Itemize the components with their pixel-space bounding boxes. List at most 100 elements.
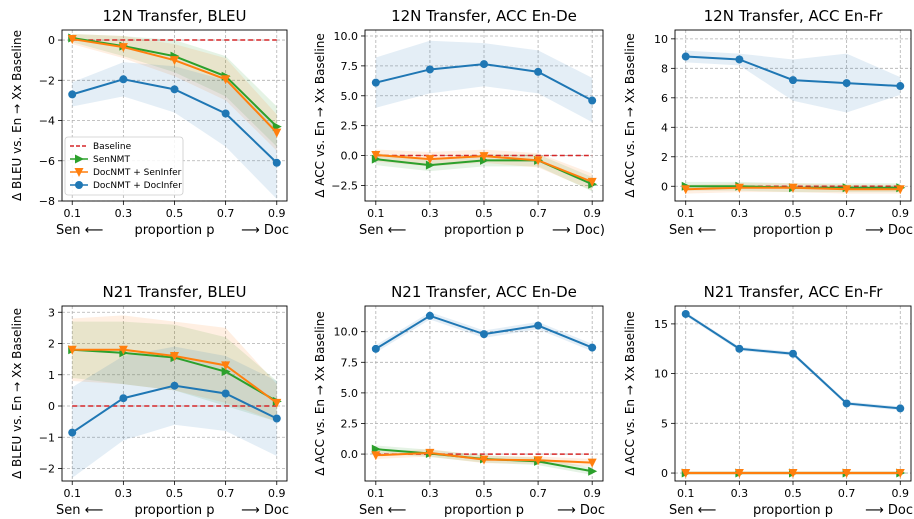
x-axis-label-center: proportion p [134, 223, 214, 238]
point-docnmt-seninfer [425, 448, 435, 458]
legend-label: SenNMT [93, 155, 130, 165]
point-docnmt-docinfer [842, 399, 851, 408]
band-docnmt-docinfer [72, 62, 277, 199]
y-tick-label: 15 [654, 318, 668, 331]
point-docnmt-seninfer [170, 352, 179, 361]
point-docnmt-seninfer [587, 177, 597, 187]
point-docnmt-seninfer [272, 128, 282, 138]
legend-marker [75, 154, 84, 164]
x-axis-label-left: Sen ⟵ [56, 223, 103, 238]
x-axis-label-center: proportion p [444, 223, 524, 238]
point-docnmt-seninfer [681, 469, 691, 479]
point-docnmt-seninfer [895, 185, 905, 195]
y-tick-label: 4 [661, 121, 668, 134]
x-axis-label-left: Sen ⟵ [56, 503, 103, 518]
x-tick-label: 0.5 [475, 207, 493, 220]
chart-panel-1: 0.1 0.3 0.5 0.7 0.9 0 −2 −4 −6 −8 12N Transfer, BL… [10, 7, 289, 238]
x-axis-label-center: proportion p [753, 223, 833, 238]
chart-panel-6: 0.1 0.3 0.5 0.7 0.9 15 10 5 0 N21 Transfer, ACC E… [623, 283, 913, 518]
point-docnmt-docinfer [789, 76, 797, 85]
point-sennmt [371, 154, 381, 164]
chart-title: 12N Transfer, BLEU [102, 7, 246, 25]
y-tick-label: 3 [48, 306, 55, 319]
point-docnmt-docinfer [425, 65, 434, 74]
point-docnmt-seninfer [118, 43, 128, 53]
x-tick-label: 0.3 [731, 207, 749, 220]
point-docnmt-docinfer [896, 404, 905, 413]
x-axis-label-right: ⟶ Doc [241, 503, 289, 518]
point-docnmt-seninfer [170, 56, 179, 66]
x-tick-label: 0.5 [784, 487, 802, 500]
x-tick-label: 0.5 [475, 487, 493, 500]
y-axis-label: Δ BLEU vs. En → Xx Baseline [10, 30, 24, 201]
x-tick-label: 0.1 [677, 207, 695, 220]
point-sennmt [425, 160, 435, 170]
y-tick-label: −1 [39, 431, 55, 444]
x-axis-label-right: ⟶ Doc [865, 503, 913, 518]
x-tick-label: 0.1 [677, 487, 695, 500]
x-tick-label: 0.1 [63, 207, 81, 220]
x-tick-label: 0.5 [166, 487, 184, 500]
point-docnmt-docinfer [272, 414, 281, 423]
point-docnmt-seninfer [479, 455, 489, 465]
x-axis-label-right: ⟶ Doc [241, 223, 289, 238]
y-tick-label: −8 [39, 195, 55, 208]
x-tick-label: 0.9 [268, 487, 286, 500]
x-tick-label: 0.7 [529, 487, 547, 500]
x-tick-label: 0.9 [583, 207, 601, 220]
y-tick-label: 2 [48, 338, 55, 351]
point-docnmt-seninfer [371, 150, 381, 160]
chart-title: 12N Transfer, ACC En-Fr [704, 7, 884, 25]
point-docnmt-docinfer [272, 158, 281, 167]
x-tick-label: 0.9 [268, 207, 286, 220]
x-tick-label: 0.3 [115, 487, 133, 500]
y-tick-label: −2 [39, 74, 55, 87]
point-docnmt-docinfer [119, 394, 128, 403]
y-tick-label: 10 [654, 33, 668, 46]
point-docnmt-docinfer [480, 60, 488, 69]
chart-panel-5: 0.1 0.3 0.5 0.7 0.9 10.0 7.5 5.0 2.5 0.0 N21 Trans… [313, 283, 605, 518]
x-axis-label-center: proportion p [134, 503, 214, 518]
x-tick-label: 0.7 [217, 487, 235, 500]
y-tick-label: 5.0 [341, 387, 359, 400]
point-docnmt-seninfer [371, 451, 381, 461]
x-axis-label-right: ⟶ Doc) [552, 223, 605, 238]
point-docnmt-docinfer [896, 82, 905, 91]
point-docnmt-seninfer [479, 152, 489, 162]
point-docnmt-seninfer [587, 458, 597, 468]
point-docnmt-seninfer [67, 345, 77, 355]
y-tick-label: 2.5 [341, 417, 359, 430]
y-tick-label: 6 [661, 92, 668, 105]
y-tick-label: 2.5 [341, 120, 359, 133]
point-docnmt-docinfer [221, 109, 230, 118]
y-axis-label: Δ BLEU vs. En → Xx Baseline [10, 308, 24, 479]
chart-title: N21 Transfer, BLEU [102, 283, 246, 301]
band-docnmt-docinfer [375, 40, 593, 123]
point-docnmt-docinfer [119, 75, 128, 84]
y-tick-label: 0 [48, 400, 55, 413]
point-docnmt-docinfer [221, 389, 230, 398]
x-axis-label-center: proportion p [444, 503, 524, 518]
point-docnmt-seninfer [734, 469, 744, 479]
y-tick-label: 7.5 [341, 60, 359, 73]
point-sennmt [221, 367, 231, 377]
point-docnmt-docinfer [735, 344, 744, 353]
legend-label: Baseline [93, 142, 132, 152]
point-docnmt-seninfer [272, 398, 282, 408]
y-tick-label: 1 [48, 369, 55, 382]
point-docnmt-seninfer [425, 155, 435, 165]
y-tick-label: 2 [661, 151, 668, 164]
y-tick-label: 10.0 [334, 326, 359, 339]
point-docnmt-docinfer [170, 85, 179, 94]
point-docnmt-docinfer [68, 428, 77, 437]
point-sennmt [480, 155, 489, 165]
x-tick-label: 0.3 [115, 207, 133, 220]
point-docnmt-seninfer [533, 456, 543, 466]
point-docnmt-docinfer [371, 78, 380, 87]
x-axis-label-right: ⟶ Doc [865, 223, 913, 238]
chart-panel-4: 0.1 0.3 0.5 0.7 0.9 3 2 1 0 −1 −2 N21 Transfer, BLE… [10, 283, 289, 518]
band-docnmt-docinfer [72, 346, 277, 478]
point-docnmt-docinfer [534, 321, 543, 330]
chart-panel-3: 0.1 0.3 0.5 0.7 0.9 10 8 6 4 2 0 12N Transfer, ACC … [623, 7, 913, 238]
